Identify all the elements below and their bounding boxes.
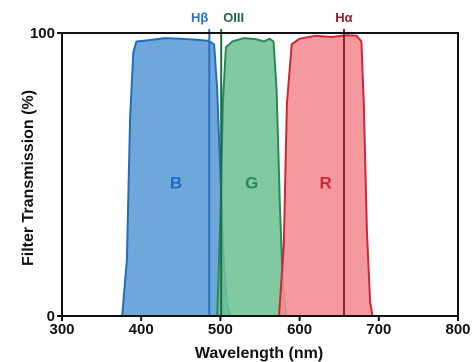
plot-frame — [61, 32, 459, 317]
emission-line-label-1: OIII — [223, 10, 244, 25]
axis-ticks: 300 400 500 600 700 800 0 100 — [30, 25, 471, 338]
series-label-r: R — [320, 174, 332, 193]
series-areas — [121, 34, 374, 317]
y-axis-title: Filter Transmission (%) — [20, 90, 37, 266]
x-axis-title: Wavelength (nm) — [195, 345, 323, 362]
y-tick-label-1: 100 — [30, 25, 55, 42]
emission-lines — [208, 29, 345, 316]
series-label-b: B — [170, 174, 182, 193]
x-tick-label-3: 600 — [287, 321, 312, 338]
chart-labels: B G R Hβ OIII Hα — [170, 10, 353, 193]
x-tick-label-5: 800 — [445, 321, 470, 338]
x-tick-label-0: 300 — [49, 321, 74, 338]
x-tick-label-1: 400 — [129, 321, 154, 338]
x-tick-label-2: 500 — [208, 321, 233, 338]
series-area-r — [278, 34, 374, 317]
y-tick-label-0: 0 — [47, 308, 55, 325]
x-tick-label-4: 700 — [366, 321, 391, 338]
series-label-g: G — [245, 174, 258, 193]
emission-line-label-2: Hα — [335, 10, 352, 25]
plot-border — [61, 32, 459, 317]
emission-line-label-0: Hβ — [191, 10, 208, 25]
